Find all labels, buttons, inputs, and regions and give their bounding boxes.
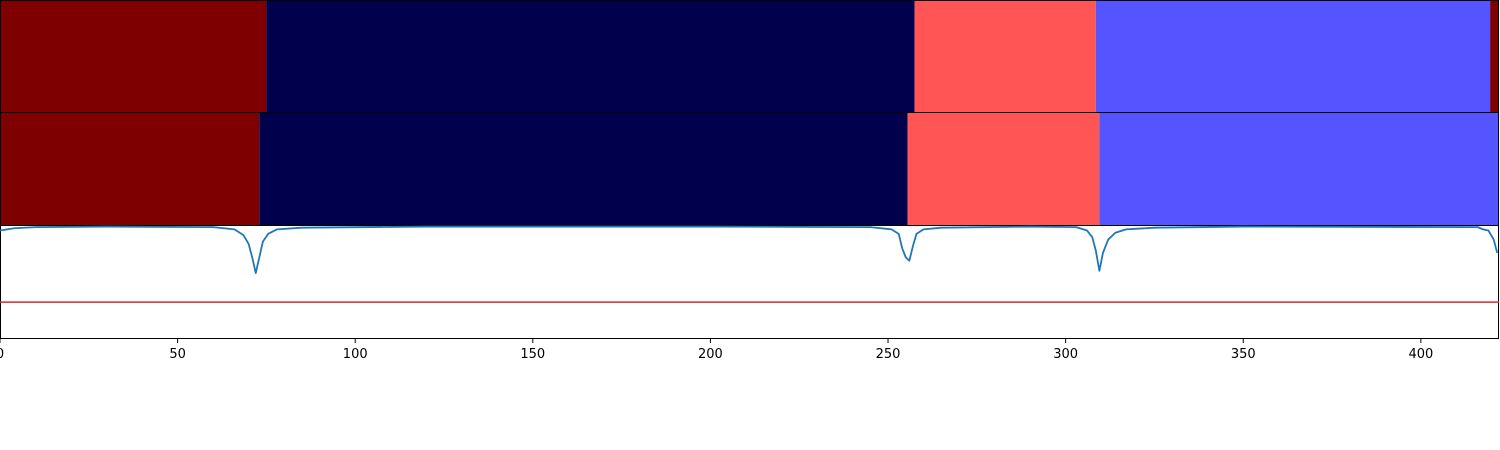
- score-panel: [0, 225, 1499, 339]
- x-tick-label-200: 200: [698, 347, 723, 362]
- segment-1-2: [907, 113, 1100, 225]
- segment-0-2: [914, 1, 1096, 112]
- segment-0-0: [0, 1, 267, 112]
- x-tick-label-350: 350: [1231, 347, 1256, 362]
- segment-0-4: [1490, 1, 1499, 112]
- segment-0-1: [266, 1, 915, 112]
- x-tick-label-0: 0: [0, 347, 4, 362]
- x-tick-label-50: 50: [169, 347, 186, 362]
- x-tick-label-400: 400: [1408, 347, 1433, 362]
- x-axis: 0 50 100 150 200 250 300 350 400: [0, 338, 1433, 362]
- x-tick-label-300: 300: [1053, 347, 1078, 362]
- segment-1-1: [259, 113, 908, 225]
- segment-0-3: [1095, 1, 1491, 112]
- x-tick-label-150: 150: [520, 347, 545, 362]
- score-frame: [0, 225, 1499, 339]
- segmentation-panel-bottom: [0, 112, 1499, 226]
- x-tick-label-250: 250: [876, 347, 901, 362]
- x-tick-label-100: 100: [343, 347, 368, 362]
- score-line: [0, 225, 1499, 274]
- segmentation-panel-top: [0, 0, 1499, 113]
- segment-1-3: [1099, 113, 1499, 225]
- segment-1-0: [0, 113, 260, 225]
